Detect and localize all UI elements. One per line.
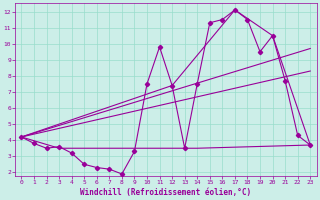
X-axis label: Windchill (Refroidissement éolien,°C): Windchill (Refroidissement éolien,°C) [80, 188, 252, 197]
